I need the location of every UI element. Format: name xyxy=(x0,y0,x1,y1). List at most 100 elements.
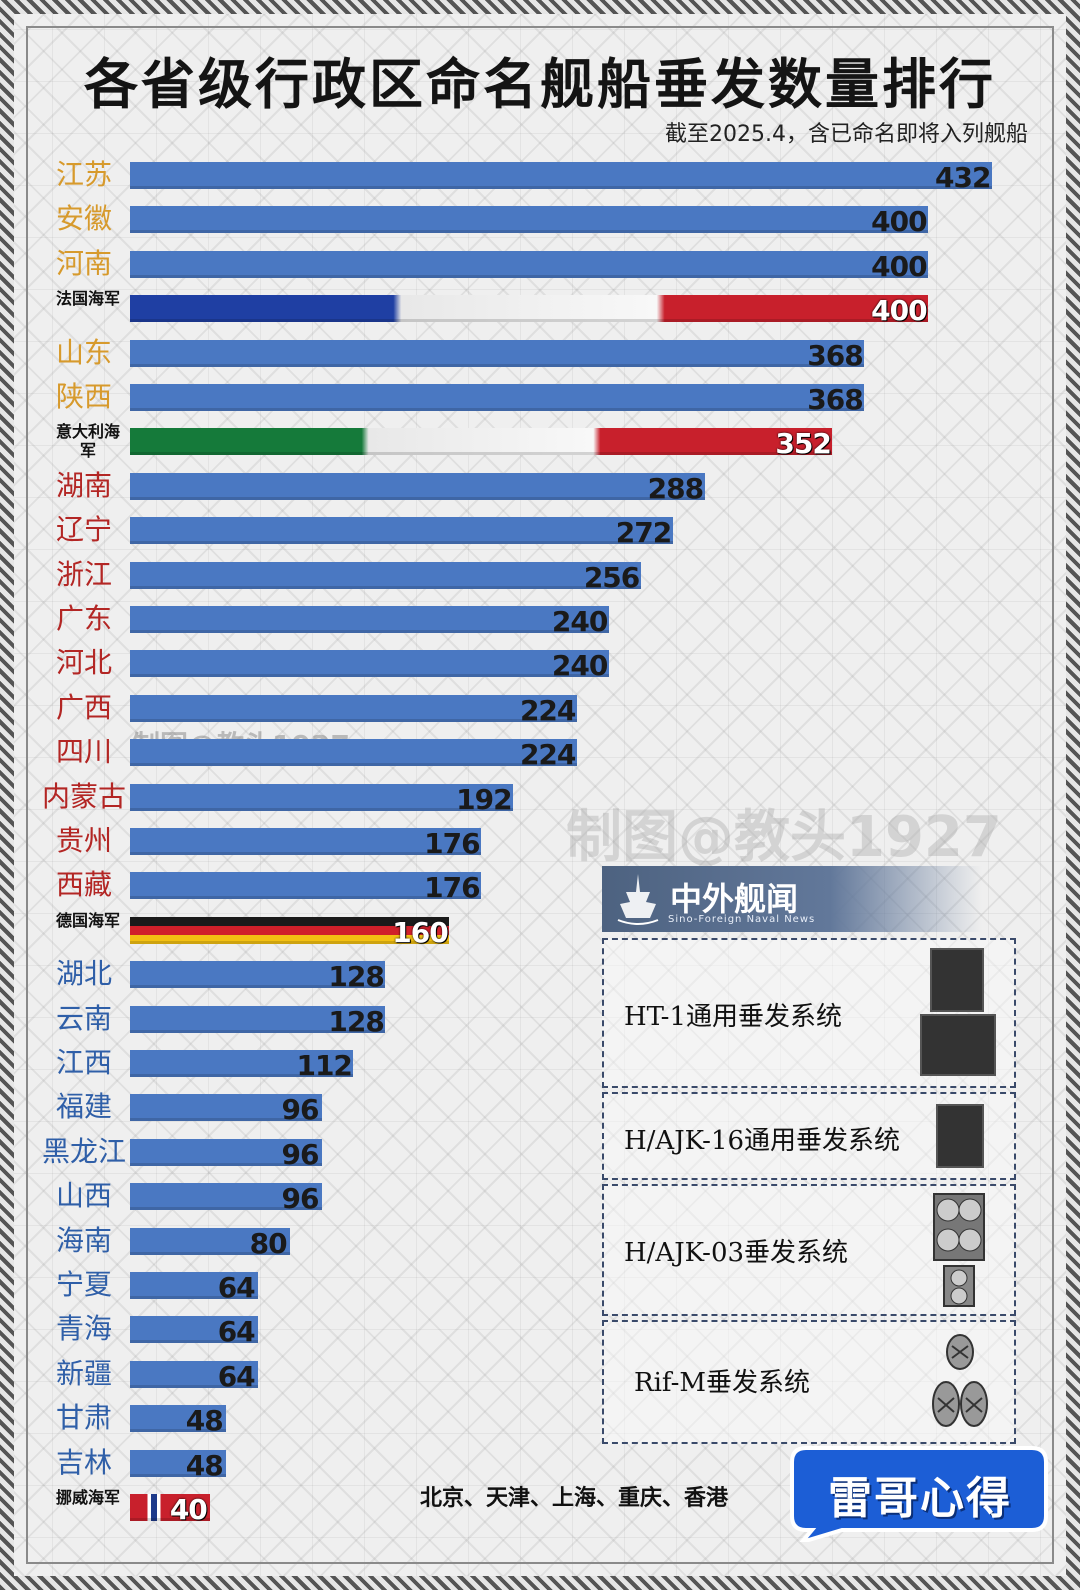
category-label: 福建 xyxy=(55,1090,112,1124)
value-label: 48 xyxy=(185,1404,224,1438)
category-label: 江西 xyxy=(55,1046,112,1079)
vls-revolver-icon xyxy=(932,1334,988,1427)
value-label: 400 xyxy=(871,205,927,239)
bar-江苏 xyxy=(130,162,992,189)
brand-name-cn: 中外舰闻 xyxy=(670,880,799,918)
value-label: 256 xyxy=(583,560,640,594)
category-label: 湖北 xyxy=(55,957,112,991)
value-label: 48 xyxy=(185,1448,224,1482)
value-label: 240 xyxy=(551,605,608,638)
excluded-regions-note: 北京、天津、上海、重庆、香港 xyxy=(420,1485,729,1511)
category-label: 河南 xyxy=(55,246,112,280)
legend-item-rifm: Rif-M垂发系统 xyxy=(602,1320,1016,1444)
bar-陕西 xyxy=(130,384,865,411)
bar-云南 xyxy=(130,1005,386,1033)
category-label: 广西 xyxy=(55,690,112,724)
bar-浙江 xyxy=(130,561,641,589)
category-label: 云南 xyxy=(55,1001,112,1035)
bar-广西 xyxy=(130,694,577,722)
value-label: 64 xyxy=(217,1271,256,1304)
category-label: 四川 xyxy=(55,735,112,769)
bar-江西 xyxy=(130,1050,354,1077)
bar-贵州 xyxy=(130,828,482,855)
value-label: 176 xyxy=(424,871,480,905)
category-label: 山西 xyxy=(55,1179,112,1213)
bar-山东 xyxy=(130,339,865,367)
value-label: 40 xyxy=(169,1493,208,1526)
bar-西藏 xyxy=(130,872,482,900)
bar-甘肃 xyxy=(130,1405,226,1433)
category-label: 法国海军 xyxy=(56,289,121,309)
bar-德国海军 xyxy=(130,916,450,944)
value-label: 352 xyxy=(775,427,831,461)
value-label: 96 xyxy=(281,1137,320,1171)
value-label: 224 xyxy=(519,738,576,772)
value-label: 112 xyxy=(296,1049,352,1082)
category-label: 吉林 xyxy=(55,1445,112,1479)
category-label: 广东 xyxy=(55,602,112,635)
vls-round-cell-icon xyxy=(933,1193,985,1307)
value-label: 160 xyxy=(392,915,448,949)
legend-label: H/AJK-16通用垂发系统 xyxy=(624,1126,901,1156)
category-label: 安徽 xyxy=(55,202,112,236)
bar-河北 xyxy=(130,650,609,678)
category-label: 海南 xyxy=(55,1223,112,1257)
category-label: 新疆 xyxy=(55,1356,112,1390)
value-label: 400 xyxy=(871,249,927,283)
bar-内蒙古 xyxy=(130,783,514,811)
value-label: 272 xyxy=(615,516,672,550)
bar-湖南 xyxy=(130,472,705,500)
value-label: 128 xyxy=(328,960,384,994)
category-label: 挪威海军 xyxy=(56,1488,121,1507)
bar-山西 xyxy=(130,1183,322,1211)
category-label: 河北 xyxy=(55,646,112,680)
value-label: 400 xyxy=(871,294,927,328)
value-label: 240 xyxy=(551,649,608,683)
brand-name-en: Sino-Foreign Naval News xyxy=(668,914,816,925)
bar-安徽 xyxy=(130,206,929,234)
category-label: 陕西 xyxy=(55,380,112,413)
value-label: 64 xyxy=(217,1315,256,1349)
legend-item-hajk03: H/AJK-03垂发系统 xyxy=(602,1184,1016,1316)
value-label: 96 xyxy=(281,1182,320,1216)
category-label: 辽宁 xyxy=(55,513,112,547)
value-label: 224 xyxy=(519,693,576,727)
bar-宁夏 xyxy=(130,1272,258,1299)
vls-4cell-icon xyxy=(936,1104,984,1168)
bar-法国海军 xyxy=(130,295,929,323)
inner-frame xyxy=(26,26,1054,1564)
bar-河南 xyxy=(130,250,929,278)
legend-label: HT-1通用垂发系统 xyxy=(624,1002,842,1032)
bar-意大利海军 xyxy=(130,428,833,456)
value-label: 80 xyxy=(249,1226,288,1260)
bar-辽宁 xyxy=(130,517,673,545)
category-label: 宁夏 xyxy=(55,1268,112,1301)
legend-item-hajk16: H/AJK-16通用垂发系统 xyxy=(602,1092,1016,1180)
author-badge xyxy=(790,1446,1048,1542)
value-label: 128 xyxy=(328,1004,384,1038)
category-label: 意大利海军 xyxy=(56,422,121,461)
bar-四川 xyxy=(130,739,577,767)
category-label: 德国海军 xyxy=(56,910,121,930)
category-label: 贵州 xyxy=(55,824,112,857)
value-label: 192 xyxy=(456,782,512,816)
brand-banner: 中外舰闻 Sino-Foreign Naval News xyxy=(602,866,982,932)
value-label: 432 xyxy=(935,161,991,194)
category-label: 甘肃 xyxy=(55,1401,112,1435)
category-label: 山东 xyxy=(55,335,112,369)
value-label: 368 xyxy=(807,383,863,416)
chart-subtitle: 截至2025.4，含已命名即将入列舰船 xyxy=(665,122,1028,147)
category-label: 湖南 xyxy=(55,468,112,502)
value-label: 96 xyxy=(281,1093,320,1127)
category-label: 青海 xyxy=(55,1312,112,1346)
legend-label: H/AJK-03垂发系统 xyxy=(624,1238,849,1268)
bar-黑龙江 xyxy=(130,1138,322,1166)
value-label: 176 xyxy=(424,827,480,860)
badge-text: 雷哥心得 xyxy=(828,1473,1012,1524)
category-label: 西藏 xyxy=(55,868,112,902)
bar-湖北 xyxy=(130,961,386,989)
bar-吉林 xyxy=(130,1449,226,1477)
category-label: 江苏 xyxy=(55,158,112,191)
bar-挪威海军 xyxy=(130,1494,210,1521)
bar-青海 xyxy=(130,1316,258,1344)
